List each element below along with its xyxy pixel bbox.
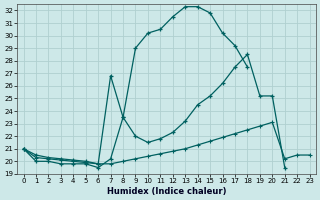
X-axis label: Humidex (Indice chaleur): Humidex (Indice chaleur) <box>107 187 226 196</box>
